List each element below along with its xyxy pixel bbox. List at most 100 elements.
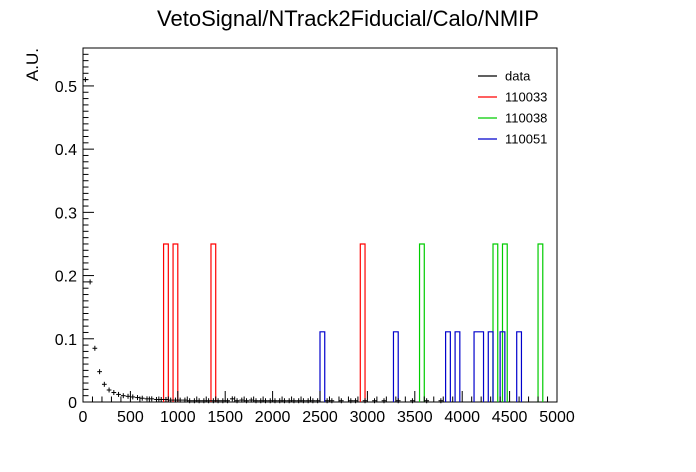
- data-point: [267, 398, 273, 404]
- x-tick-label: 4000: [444, 409, 480, 426]
- data-point: [244, 398, 249, 404]
- data-point: [310, 398, 316, 404]
- histogram-bin-110038: [537, 243, 544, 402]
- data-point: [372, 398, 377, 404]
- histogram-bin-110033: [359, 243, 366, 402]
- legend-label: 110038: [505, 111, 547, 126]
- histogram-bin-110051: [516, 331, 523, 402]
- data-point: [210, 398, 216, 404]
- data-point: [125, 393, 131, 399]
- histogram-bin-110051: [473, 331, 485, 402]
- histogram-bin-110033: [210, 243, 217, 402]
- legend: data 110033 110038 110051: [478, 69, 547, 147]
- histogram-bin-110051: [319, 331, 326, 402]
- data-point: [329, 398, 335, 404]
- data-point: [239, 397, 245, 403]
- data-point: [149, 396, 155, 402]
- data-point: [424, 398, 430, 404]
- data-point: [220, 398, 226, 404]
- data-point: [263, 398, 268, 404]
- data-point: [348, 398, 354, 404]
- y-tick-label: 0.3: [55, 205, 77, 222]
- histogram-bin-110051: [445, 331, 451, 402]
- x-tick-label: 4500: [492, 409, 528, 426]
- data-point: [158, 396, 164, 402]
- chart-title: VetoSignal/NTrack2Fiducial/Calo/NMIP: [157, 6, 539, 31]
- data-point: [92, 345, 98, 351]
- data-point: [201, 398, 207, 404]
- legend-label: 110051: [505, 132, 547, 147]
- histogram-bin-110051: [392, 331, 399, 402]
- data-point: [225, 398, 230, 404]
- data-point: [291, 398, 297, 404]
- histogram-bin-110038: [492, 243, 499, 402]
- x-tick-label: 3000: [350, 409, 386, 426]
- data-point: [163, 396, 169, 402]
- x-tick-label: 5000: [539, 409, 575, 426]
- data-point: [438, 398, 444, 404]
- data-point: [395, 398, 401, 404]
- x-tick-label: 1000: [160, 409, 196, 426]
- data-point: [120, 393, 126, 399]
- x-tick-label: 2500: [302, 409, 338, 426]
- data-point: [282, 398, 287, 404]
- data-point: [130, 394, 136, 400]
- data-point: [182, 397, 188, 403]
- histogram-bin-110051: [454, 331, 461, 402]
- data-point: [305, 398, 311, 404]
- data-point: [144, 396, 150, 402]
- data-point: [187, 398, 193, 404]
- x-tick-label: 1500: [207, 409, 243, 426]
- data-point: [286, 398, 292, 404]
- data-point: [353, 398, 358, 404]
- data-point: [101, 381, 107, 387]
- legend-label: data: [505, 69, 531, 84]
- histogram-bin-110038: [418, 243, 425, 402]
- y-tick-label: 0: [68, 395, 77, 412]
- histogram-series-group: [162, 243, 544, 402]
- data-point: [206, 398, 211, 404]
- histogram-bin-110051: [499, 331, 506, 402]
- data-point: [277, 398, 283, 404]
- data-point: [410, 398, 415, 404]
- histogram-bin-110051: [487, 331, 494, 402]
- y-tick-label: 0.4: [55, 142, 77, 159]
- data-point: [97, 369, 102, 375]
- x-tick-label: 0: [79, 409, 88, 426]
- histogram-bin-110033: [162, 243, 169, 402]
- histogram-bin-110033: [172, 243, 179, 402]
- data-points-group: [83, 77, 444, 404]
- data-point: [296, 398, 302, 404]
- y-axis-label: A.U.: [23, 48, 42, 81]
- data-point: [248, 397, 254, 403]
- data-point: [111, 390, 117, 396]
- data-point: [168, 397, 174, 403]
- data-point: [272, 398, 278, 404]
- legend-label: 110033: [505, 90, 547, 105]
- x-tick-label: 3500: [397, 409, 433, 426]
- data-point: [87, 279, 93, 285]
- data-point: [234, 398, 240, 404]
- data-point: [173, 397, 178, 403]
- y-axis: 0 0.1 0.2 0.3 0.4 0.5: [55, 53, 94, 412]
- data-point: [381, 398, 387, 404]
- data-point: [116, 391, 121, 397]
- data-point: [253, 398, 259, 404]
- data-point: [229, 396, 235, 402]
- histogram-bin-110038: [501, 243, 508, 402]
- data-point: [324, 398, 330, 404]
- data-point: [177, 397, 183, 403]
- data-point: [106, 387, 112, 393]
- data-point: [258, 398, 264, 404]
- data-point: [362, 398, 368, 404]
- data-point: [315, 398, 320, 404]
- y-tick-label: 0.5: [55, 79, 77, 96]
- x-tick-label: 500: [117, 409, 144, 426]
- x-tick-label: 2000: [255, 409, 291, 426]
- y-tick-label: 0.2: [55, 269, 77, 286]
- data-point: [338, 398, 344, 404]
- data-point: [135, 395, 140, 401]
- data-point: [139, 395, 145, 401]
- y-tick-label: 0.1: [55, 332, 77, 349]
